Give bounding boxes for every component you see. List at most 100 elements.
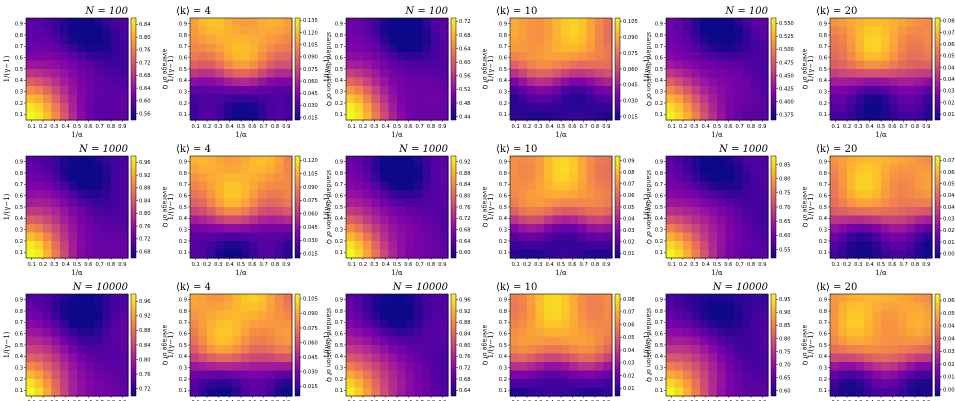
colorbar-tick-label: 0.030	[623, 99, 638, 105]
x-axis-label: 1/α	[555, 131, 567, 139]
heatmap-cell	[674, 345, 684, 355]
heatmap-cell	[77, 77, 87, 87]
heatmap-cell	[518, 35, 528, 45]
y-tick-label: 0.8	[499, 171, 507, 177]
colorbar-tick-label: 0.075	[623, 51, 638, 57]
heatmap-cell	[241, 52, 251, 62]
heatmap-cell	[241, 345, 251, 355]
heatmap-cell	[838, 60, 848, 70]
heatmap-cell	[283, 111, 293, 121]
heatmap-cell	[759, 69, 769, 79]
heatmap-cell	[77, 190, 87, 200]
heatmap-cell	[569, 86, 579, 96]
heatmap-cell	[241, 164, 251, 174]
heatmap-cell	[906, 207, 916, 217]
heatmap-cell	[77, 328, 87, 338]
heatmap-cell	[102, 173, 112, 183]
y-tick-label: 0.7	[335, 44, 343, 50]
heatmap-cell	[94, 198, 104, 208]
heatmap-cell	[552, 86, 562, 96]
y-tick-label: 0.4	[15, 78, 24, 84]
heatmap-cell	[595, 173, 605, 183]
x-tick-label: 0.2	[203, 124, 211, 130]
heatmap-cell	[578, 164, 588, 174]
heatmap-cell	[371, 224, 381, 234]
heatmap-cell	[405, 302, 415, 312]
heatmap-cell	[275, 207, 285, 217]
heatmap-cell	[603, 198, 613, 208]
heatmap-cell	[60, 370, 70, 380]
heatmap-cell	[742, 156, 752, 166]
heatmap-cell	[207, 362, 217, 372]
heatmap-cell	[700, 156, 710, 166]
heatmap-cell	[215, 173, 225, 183]
heatmap-cell	[439, 69, 449, 79]
heatmap-cell	[734, 353, 744, 363]
heatmap-cell	[923, 26, 933, 36]
heatmap-cell	[578, 207, 588, 217]
heatmap-cell	[830, 353, 840, 363]
panel-title-k: ⟨k⟩ = 20	[816, 6, 857, 17]
heatmap-cell	[119, 18, 129, 28]
heatmap-cell	[923, 190, 933, 200]
heatmap-cell	[102, 190, 112, 200]
heatmap-cell	[85, 370, 95, 380]
heatmap-cell	[207, 43, 217, 53]
heatmap-cell	[388, 173, 398, 183]
heatmap-cell	[94, 26, 104, 36]
heatmap-cell	[283, 69, 293, 79]
y-tick-label: 0.8	[15, 309, 23, 315]
heatmap-cell	[439, 52, 449, 62]
heatmap-cell	[734, 336, 744, 346]
y-tick-label: 0.3	[335, 365, 343, 371]
y-tick-label: 0.9	[819, 297, 827, 303]
y-axis-label: 1/(γ−1)	[643, 331, 651, 358]
heatmap-cell	[68, 353, 78, 363]
colorbar-tick-label: 0.08	[623, 170, 635, 176]
heatmap-cell	[847, 26, 857, 36]
y-tick-label: 0.2	[15, 377, 23, 383]
x-tick-label: 0.7	[260, 124, 268, 130]
heatmap-cell	[742, 69, 752, 79]
y-tick-label: 0.7	[499, 320, 507, 326]
heatmap-cell	[855, 224, 865, 234]
heatmap-cell	[561, 370, 571, 380]
heatmap-cell	[759, 173, 769, 183]
heatmap-cell	[414, 370, 424, 380]
heatmap-cell	[759, 52, 769, 62]
heatmap-cell	[439, 198, 449, 208]
heatmap-cell	[397, 181, 407, 191]
heatmap-cell	[380, 26, 390, 36]
heatmap-cell	[847, 164, 857, 174]
heatmap-cell	[354, 207, 364, 217]
heatmap-cell	[258, 103, 268, 113]
heatmap-cell	[388, 336, 398, 346]
heatmap-cell	[734, 302, 744, 312]
heatmap-cell	[388, 77, 398, 87]
heatmap-cell	[388, 249, 398, 259]
heatmap-cell	[751, 328, 761, 338]
heatmap-cell	[527, 370, 537, 380]
heatmap-cell	[232, 26, 242, 36]
heatmap-cell	[552, 241, 562, 251]
heatmap-cell	[346, 345, 356, 355]
x-tick-label: 0.5	[557, 262, 565, 268]
heatmap-cell	[569, 164, 579, 174]
heatmap-cell	[923, 198, 933, 208]
heatmap-cell	[518, 387, 528, 397]
x-tick-label: 0.6	[84, 262, 92, 268]
heatmap-cell	[603, 345, 613, 355]
heatmap-cell	[380, 249, 390, 259]
heatmap-cell	[569, 60, 579, 70]
heatmap-cell	[700, 224, 710, 234]
heatmap-cell	[26, 94, 36, 104]
heatmap-cell	[232, 103, 242, 113]
heatmap-cell	[595, 26, 605, 36]
y-tick-label: 0.5	[655, 67, 663, 73]
heatmap-cell	[527, 77, 537, 87]
panel-title-n: N = 100	[84, 6, 128, 17]
heatmap-cell	[94, 86, 104, 96]
heatmap-cell	[60, 353, 70, 363]
